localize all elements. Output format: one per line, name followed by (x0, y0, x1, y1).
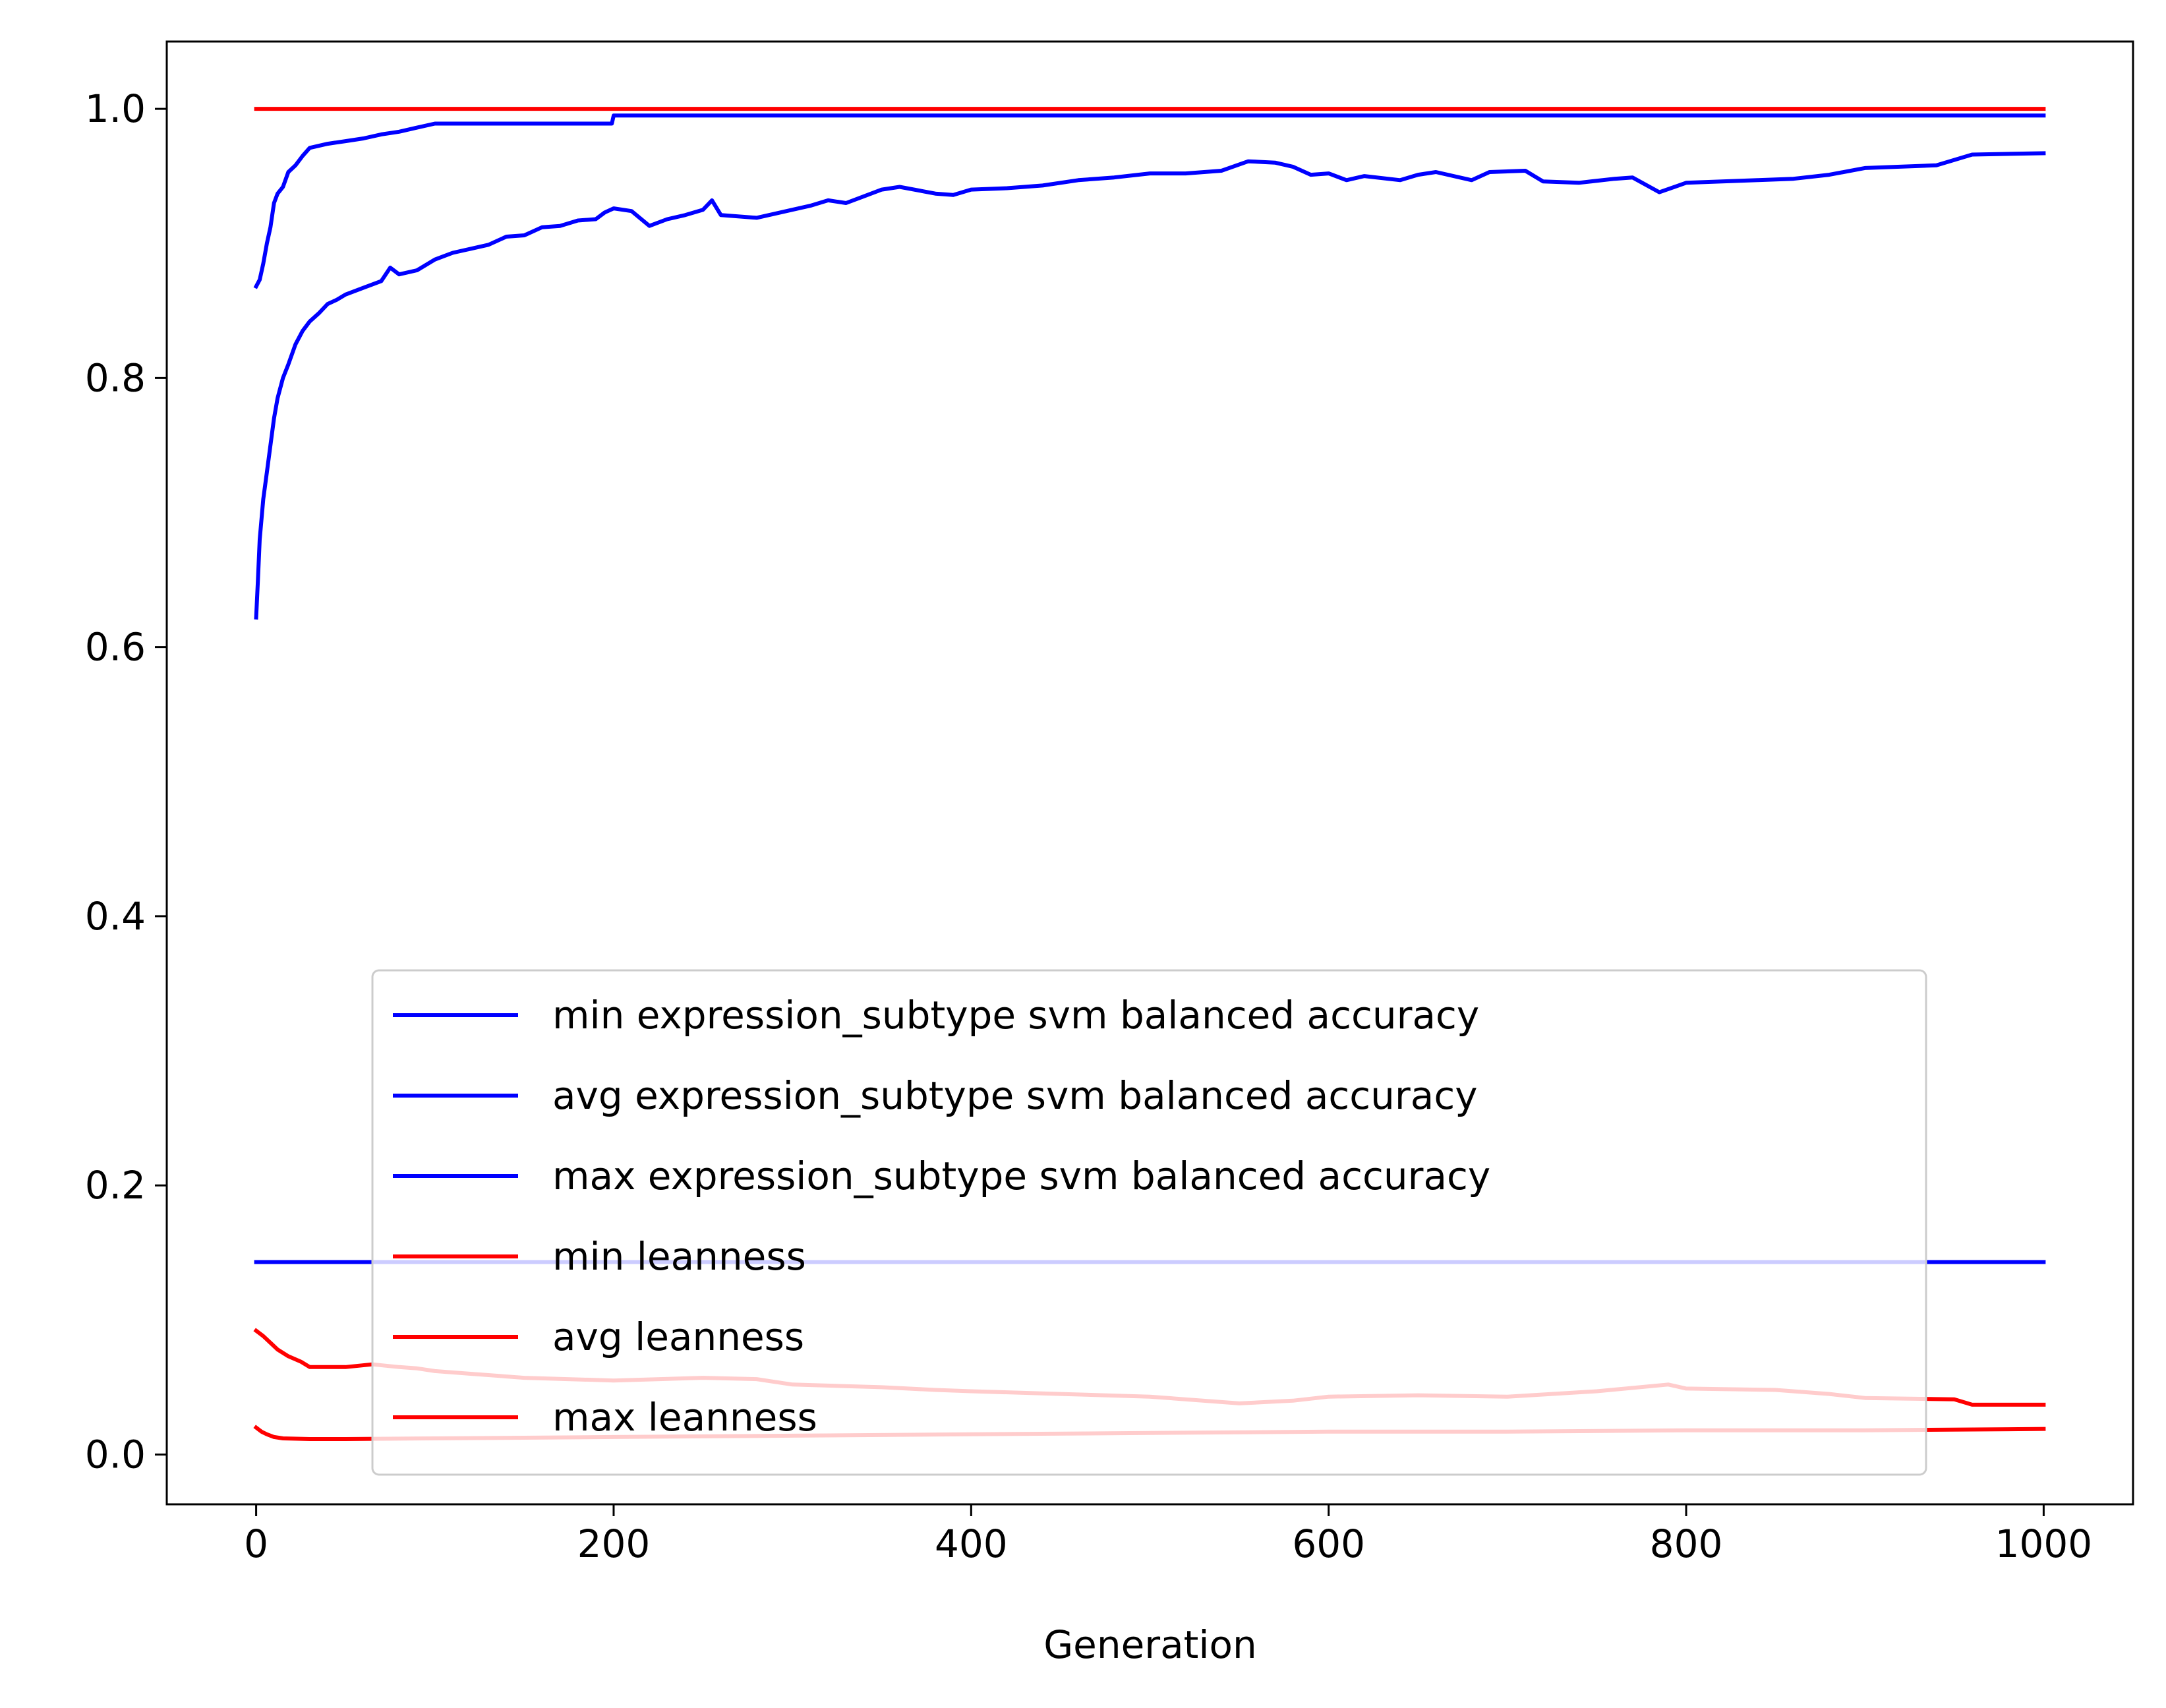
ticks-layer: 0 200 400 600 800 1000 0.0 0.2 0.4 0.6 0.8 1.0 (85, 86, 2092, 1566)
y-tick-label: 0.0 (85, 1432, 146, 1477)
series-line-3 (253, 113, 2046, 289)
legend: min expression_subtype svm balanced accu… (371, 969, 1927, 1476)
legend-label-1: min expression_subtype svm balanced accu… (552, 993, 1479, 1038)
legend-frame (371, 969, 1927, 1476)
series-line-2 (254, 151, 2046, 620)
x-tick-label: 1000 (1995, 1521, 2093, 1566)
x-tick-label: 400 (935, 1521, 1008, 1566)
y-tick-label: 0.8 (85, 355, 146, 400)
y-tick-label: 0.4 (85, 894, 146, 939)
x-tick-label: 200 (577, 1521, 651, 1566)
legend-label-3: max expression_subtype svm balanced accu… (552, 1154, 1490, 1198)
axes-frame (165, 40, 2134, 1506)
legend-label-6: max leanness (552, 1395, 817, 1440)
y-tick-label: 0.6 (85, 625, 146, 670)
x-tick-label: 800 (1650, 1521, 1723, 1566)
legend-entries: min expression_subtype svm balanced accu… (393, 993, 1490, 1440)
legend-label-2: avg expression_subtype svm balanced accu… (552, 1073, 1478, 1118)
y-tick-label: 1.0 (85, 86, 146, 131)
legend-label-5: avg leanness (552, 1314, 804, 1359)
x-tick-label: 600 (1292, 1521, 1365, 1566)
y-tick-label: 0.2 (85, 1163, 146, 1208)
legend-label-4: min leanness (552, 1234, 806, 1279)
x-axis-label: Generation (1043, 1622, 1257, 1667)
x-tick-label: 0 (244, 1521, 268, 1566)
